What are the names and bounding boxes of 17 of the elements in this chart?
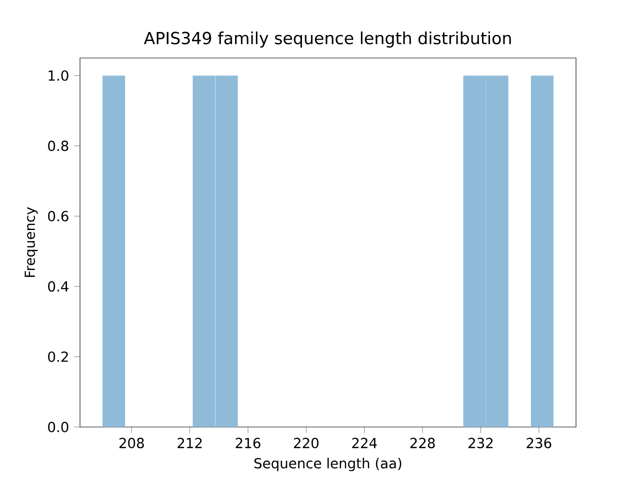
x-tick-label: 236 bbox=[526, 438, 552, 448]
y-tick-label: 0.2 bbox=[48, 351, 68, 362]
x-axis-title: Sequence length (aa) bbox=[254, 458, 402, 472]
chart-title: APIS349 family sequence length distribution bbox=[144, 32, 511, 48]
x-tick-label: 220 bbox=[294, 438, 318, 448]
y-tick-label: 0.4 bbox=[48, 281, 68, 292]
x-tick-label: 212 bbox=[178, 438, 202, 448]
y-tick-label: 0.8 bbox=[48, 140, 68, 152]
y-axis-title: Frequency bbox=[24, 207, 38, 277]
y-tick-label: 1.0 bbox=[48, 70, 68, 81]
y-tick-label: 0.6 bbox=[48, 210, 68, 222]
x-tick-label: 228 bbox=[410, 438, 435, 448]
x-tick-label: 216 bbox=[236, 438, 260, 448]
x-tick-label: 224 bbox=[352, 438, 377, 448]
x-tick-label: 208 bbox=[119, 438, 144, 448]
x-tick-label: 232 bbox=[468, 438, 493, 448]
y-tick-label: 0.0 bbox=[48, 422, 68, 432]
